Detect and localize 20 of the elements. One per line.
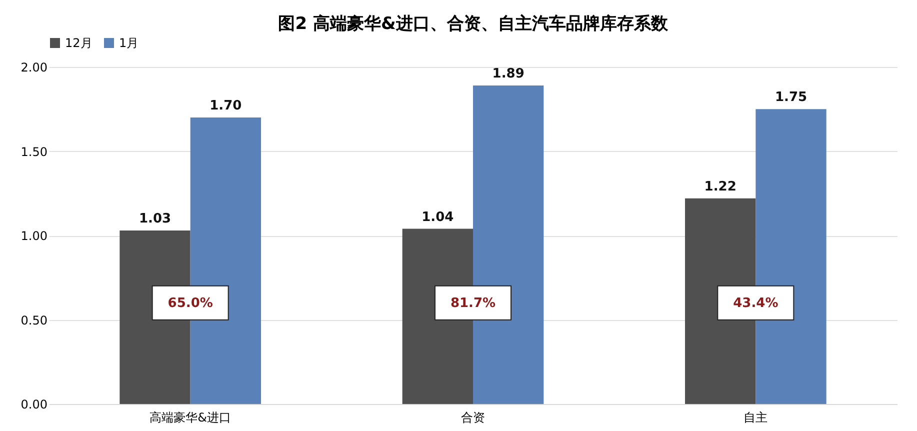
annotation: 81.7% [450, 296, 496, 311]
y-tick-label: 0.00 [20, 398, 48, 412]
x-tick-label: 高端豪华&进口 [150, 410, 232, 424]
y-tick-label: 2.00 [20, 60, 48, 74]
legend-label: 12月 [65, 36, 92, 50]
data-label: 1.75 [774, 90, 808, 106]
annotation: 65.0% [168, 296, 213, 311]
data-label: 1.22 [704, 179, 736, 194]
legend-label: 1月 [119, 36, 139, 50]
y-tick-label: 1.50 [20, 144, 48, 159]
y-tick-label: 1.00 [20, 229, 48, 243]
data-label: 1.03 [138, 211, 172, 226]
data-label: 1.70 [210, 98, 242, 114]
chart-title: 图2 高端豪华&进口、合资、自主汽车品牌库存系数 [278, 14, 669, 34]
y-tick-label: 0.50 [20, 313, 48, 328]
x-tick-label: 自主 [744, 410, 768, 424]
data-label: 1.04 [422, 210, 454, 225]
x-tick-label: 合资 [461, 410, 485, 424]
data-label: 1.89 [492, 66, 524, 82]
annotation: 43.4% [733, 296, 778, 311]
